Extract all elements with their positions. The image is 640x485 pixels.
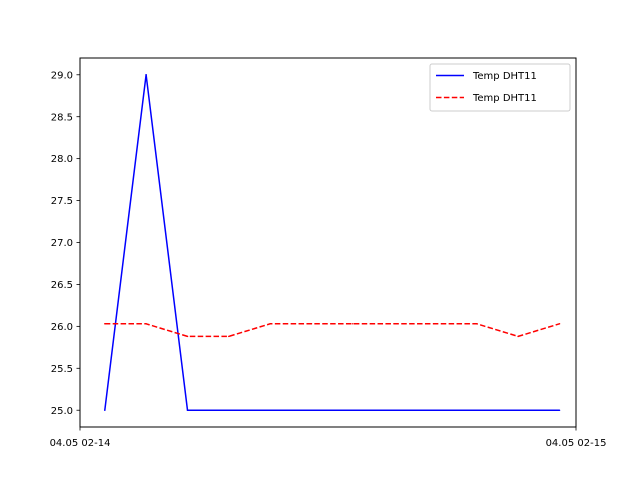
series-1-point [104,409,106,411]
series-2-point [104,323,106,325]
series-1-point [228,409,230,411]
series-2-point [434,323,437,325]
y-tick-label: 28.5 [51,112,73,123]
x-tick-label: 04.05 02-15 [546,438,607,449]
series-1-point [517,409,519,411]
y-tick-label: 27.5 [51,196,73,207]
series-layer [104,74,561,411]
plot-area-frame [79,57,577,428]
legend-label-1: Temp DHT11 [472,71,537,82]
series-2-point [310,323,313,325]
series-2-point [186,335,189,338]
y-tick-label: 25.5 [51,364,73,375]
series-2-point [476,323,478,325]
series-2-point [558,323,561,325]
series-1-point [145,74,147,76]
series-line-2 [104,323,560,338]
y-tick-label: 27.0 [51,238,73,249]
series-1-point [352,409,354,411]
series-2-point [352,323,354,325]
x-tick-label: 04.05 02-14 [50,438,111,449]
series-1-point [269,409,271,411]
y-tick-label: 28.0 [51,154,73,165]
x-axis: 04.05 02-14 04.05 02-15 [50,427,607,449]
y-tick-label: 29.0 [51,70,73,81]
series-2-point [393,323,395,325]
series-1-point [558,409,561,411]
y-tick-label: 26.0 [51,322,73,333]
series-1-point [393,409,395,411]
series-1-point [186,409,189,411]
y-tick-label: 25.0 [51,406,73,417]
y-axis: 25.0 25.5 26.0 26.5 27.0 27.5 28.0 28.5 29.0 [51,70,80,417]
series-2-point [145,323,147,325]
legend-label-2: Temp DHT11 [472,93,537,104]
series-2-point [269,323,271,325]
series-1-point [310,409,313,411]
legend: Temp DHT11 Temp DHT11 [429,63,571,112]
series-2-point [228,335,230,338]
legend-box [429,63,571,112]
series-1-point [476,409,478,411]
series-line-1 [104,74,560,411]
series-1-point [434,409,437,411]
series-2-point [517,335,519,338]
y-tick-label: 26.5 [51,280,73,291]
